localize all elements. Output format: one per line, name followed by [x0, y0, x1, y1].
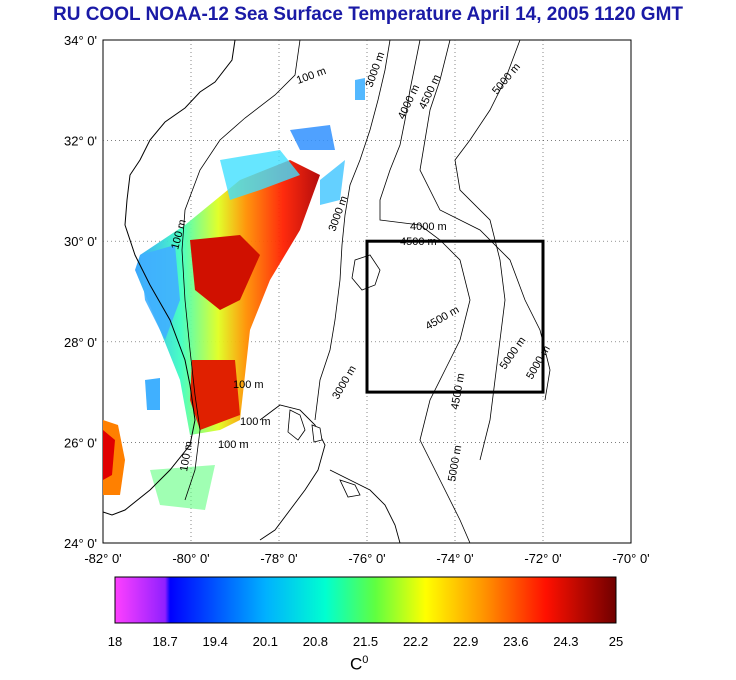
contour-label-100m: 100 m	[218, 439, 249, 451]
colorbar-tick-label: 18	[108, 634, 122, 649]
contour-label-4500m: 4500 m	[400, 236, 437, 248]
isobath-4000m	[379, 40, 471, 543]
lat-tick-label: 32° 0'	[64, 134, 97, 149]
colorbar-tick-label: 22.2	[403, 634, 428, 649]
lon-tick-label: -80° 0'	[172, 551, 209, 566]
colorbar	[114, 576, 617, 624]
bahamas-islands	[287, 254, 381, 498]
colorbar-tick-label: 19.4	[203, 634, 228, 649]
colorbar-unit-superscript: 0	[362, 654, 369, 666]
lat-tick-label: 28° 0'	[64, 335, 97, 350]
study-box	[365, 239, 545, 394]
lon-tick-label: -78° 0'	[260, 551, 297, 566]
colorbar-tick-label: 20.1	[253, 634, 278, 649]
lat-tick-label: 30° 0'	[64, 234, 97, 249]
coastline-us	[103, 40, 236, 516]
lon-tick-label: -72° 0'	[524, 551, 561, 566]
colorbar-unit: C0	[350, 654, 368, 675]
latitude-tick-labels: 24° 0' 26° 0' 28° 0' 30° 0' 32° 0' 34° 0'	[64, 33, 97, 551]
sst-swath	[103, 78, 365, 510]
contour-label-4000m: 4000 m	[410, 221, 447, 233]
contour-label-100m: 100 m	[178, 440, 195, 472]
lon-tick-label: -74° 0'	[436, 551, 473, 566]
lon-tick-label: -70° 0'	[612, 551, 649, 566]
colorbar-tick-label: 22.9	[453, 634, 478, 649]
colorbar-tick-label: 18.7	[152, 634, 177, 649]
colorbar-unit-text: C	[350, 654, 363, 674]
contour-label-100m: 100 m	[233, 379, 264, 391]
contour-label-100m: 100 m	[240, 416, 271, 428]
map-title: RU COOL NOAA-12 Sea Surface Temperature …	[52, 4, 684, 25]
colorbar-tick-labels: 18 18.7 19.4 20.1 20.8 21.5 22.2 22.9 23.6 24.3 25	[108, 634, 623, 649]
isobath-3000m	[314, 40, 391, 421]
isobath-100m	[181, 40, 301, 501]
bahamas-banks	[259, 404, 401, 543]
lat-tick-label: 26° 0'	[64, 435, 97, 450]
longitude-tick-labels: -82° 0' -80° 0' -78° 0' -76° 0' -74° 0' -72° …	[84, 551, 649, 566]
lat-tick-label: 24° 0'	[64, 536, 97, 551]
colorbar-tick-label: 25	[609, 634, 623, 649]
isobath-5000m	[454, 40, 521, 461]
colorbar-tick-label: 21.5	[353, 634, 378, 649]
colorbar-tick-label: 23.6	[503, 634, 528, 649]
lon-tick-label: -82° 0'	[84, 551, 121, 566]
colorbar-tick-label: 20.8	[303, 634, 328, 649]
colorbar-tick-label: 24.3	[553, 634, 578, 649]
lon-tick-label: -76° 0'	[348, 551, 385, 566]
lat-tick-label: 34° 0'	[64, 33, 97, 48]
